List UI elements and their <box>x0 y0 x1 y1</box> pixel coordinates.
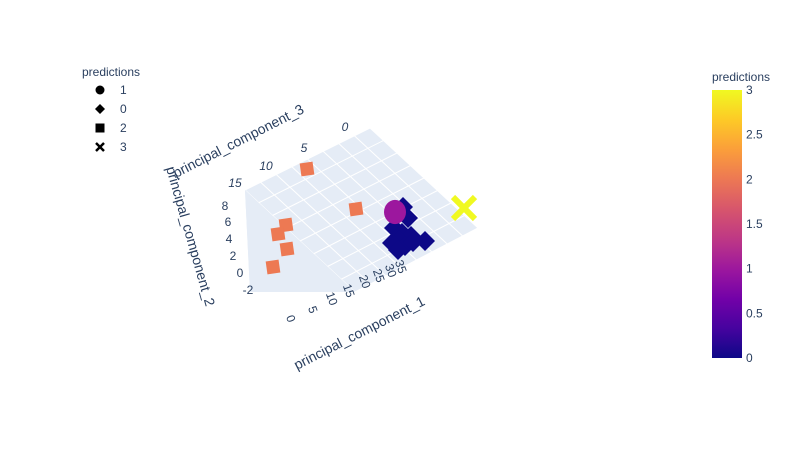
colorbar-tick-label: 3 <box>746 83 753 97</box>
colorbar-tick-label: 2.5 <box>746 128 763 142</box>
y-tick-label: 0 <box>237 266 244 280</box>
circle-marker[interactable] <box>384 199 406 225</box>
diamond-marker[interactable] <box>415 231 435 251</box>
x-axis-title: principal_component_1 <box>291 293 427 373</box>
x-tick-label: 30 <box>382 262 400 280</box>
colorbar: predictions 0 0.5 1 1.5 2 2.5 3 <box>712 70 770 365</box>
square-marker[interactable] <box>265 259 281 275</box>
z-tick-label: 15 <box>228 176 242 190</box>
y-tick-label: 6 <box>225 215 232 229</box>
z-axis-title: principal_component_3 <box>170 101 306 181</box>
colorbar-tick-label: 1 <box>746 262 753 276</box>
square-marker[interactable] <box>348 201 364 217</box>
legend-title: predictions <box>82 65 140 79</box>
x-icon <box>95 142 105 152</box>
y-tick-label: 2 <box>230 249 237 263</box>
y-tick-label: 8 <box>222 199 229 213</box>
x-tick-label: 25 <box>370 267 388 285</box>
legend-label: 1 <box>120 83 127 97</box>
y-axis-title: principal_component_2 <box>163 164 218 308</box>
x-tick-label: 15 <box>340 282 358 300</box>
x-tick-label: 20 <box>356 273 374 291</box>
x-tick-label: 10 <box>323 290 341 308</box>
legend-label: 3 <box>120 140 127 154</box>
z-tick-label: 10 <box>259 159 273 173</box>
diamond-icon <box>95 104 105 114</box>
y-tick-label: 4 <box>226 232 233 246</box>
colorbar-tick-label: 2 <box>746 172 753 186</box>
diamond-marker[interactable] <box>403 232 423 252</box>
square-icon <box>95 123 105 133</box>
x-tick-label: 5 <box>305 304 321 315</box>
z-tick-label: 0 <box>342 120 349 134</box>
legend-label: 0 <box>120 102 127 116</box>
z-tick-label: 5 <box>301 141 308 155</box>
colorbar-gradient <box>712 90 742 358</box>
circle-icon <box>95 85 105 95</box>
x-tick-label: 35 <box>392 258 410 276</box>
legend-item[interactable]: 1 <box>95 83 128 97</box>
legend-item[interactable]: 2 <box>95 121 128 135</box>
colorbar-title: predictions <box>712 70 770 84</box>
square-marker[interactable] <box>279 241 295 257</box>
diamond-marker[interactable] <box>388 240 408 260</box>
legend-label: 2 <box>120 121 127 135</box>
x-marker[interactable] <box>450 194 478 222</box>
data-markers[interactable] <box>265 161 478 275</box>
colorbar-tick-label: 1.5 <box>746 217 763 231</box>
colorbar-tick-label: 0.5 <box>746 306 763 320</box>
y-tick-label: -2 <box>243 283 254 297</box>
legend-item[interactable]: 3 <box>95 140 127 154</box>
z-axis-ticks: 0 5 10 15 <box>228 120 348 190</box>
y-axis-ticks: -2 02 4 6 8 <box>222 199 254 297</box>
square-marker[interactable] <box>270 226 286 242</box>
legend[interactable]: predictions 1 0 2 3 <box>82 65 140 154</box>
colorbar-tick-label: 0 <box>746 351 753 365</box>
x-tick-label: 0 <box>283 313 299 324</box>
square-marker[interactable] <box>299 161 315 177</box>
legend-item[interactable]: 0 <box>95 102 127 116</box>
